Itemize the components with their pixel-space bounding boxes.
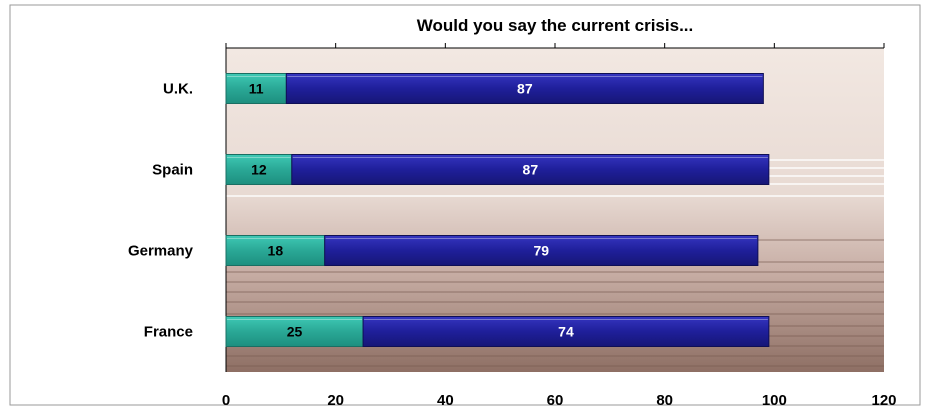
bar-value-label: 11 — [249, 81, 264, 97]
category-label: Germany — [128, 243, 194, 260]
bar-segment — [291, 154, 770, 185]
category-labels: U.K. Spain Germany France — [128, 81, 194, 341]
bar-value-label: 87 — [523, 162, 539, 178]
x-tick-label: 40 — [437, 392, 454, 409]
bar-value-label: 25 — [287, 324, 303, 340]
bar-segment — [362, 316, 770, 347]
bar-segment — [225, 316, 364, 347]
x-tick-label: 120 — [871, 392, 896, 409]
bar-segment — [225, 73, 287, 104]
bar-segment — [324, 235, 759, 266]
bar-value-label: 12 — [251, 162, 267, 178]
bar-value-label: 87 — [517, 81, 533, 97]
category-label: Spain — [152, 162, 193, 179]
bar-value-label: 74 — [558, 324, 574, 340]
x-tick-label: 100 — [762, 392, 787, 409]
x-tick-label: 0 — [222, 392, 230, 409]
tick-labels: 0 20 40 60 80 100 120 — [222, 392, 897, 409]
bar-segment — [225, 235, 326, 266]
x-tick-label: 20 — [327, 392, 344, 409]
category-label: France — [144, 324, 193, 341]
bar-segment — [225, 154, 293, 185]
bar-segment — [285, 73, 764, 104]
outer-frame — [9, 4, 921, 406]
x-tick-label: 60 — [547, 392, 564, 409]
bars: 11 87 12 87 18 79 25 74 — [225, 73, 770, 347]
bar-value-label: 18 — [268, 243, 284, 259]
x-tick-label: 80 — [656, 392, 673, 409]
category-label: U.K. — [163, 81, 193, 98]
chart-title: Would you say the current crisis... — [417, 16, 693, 35]
bar-value-label: 79 — [534, 243, 550, 259]
